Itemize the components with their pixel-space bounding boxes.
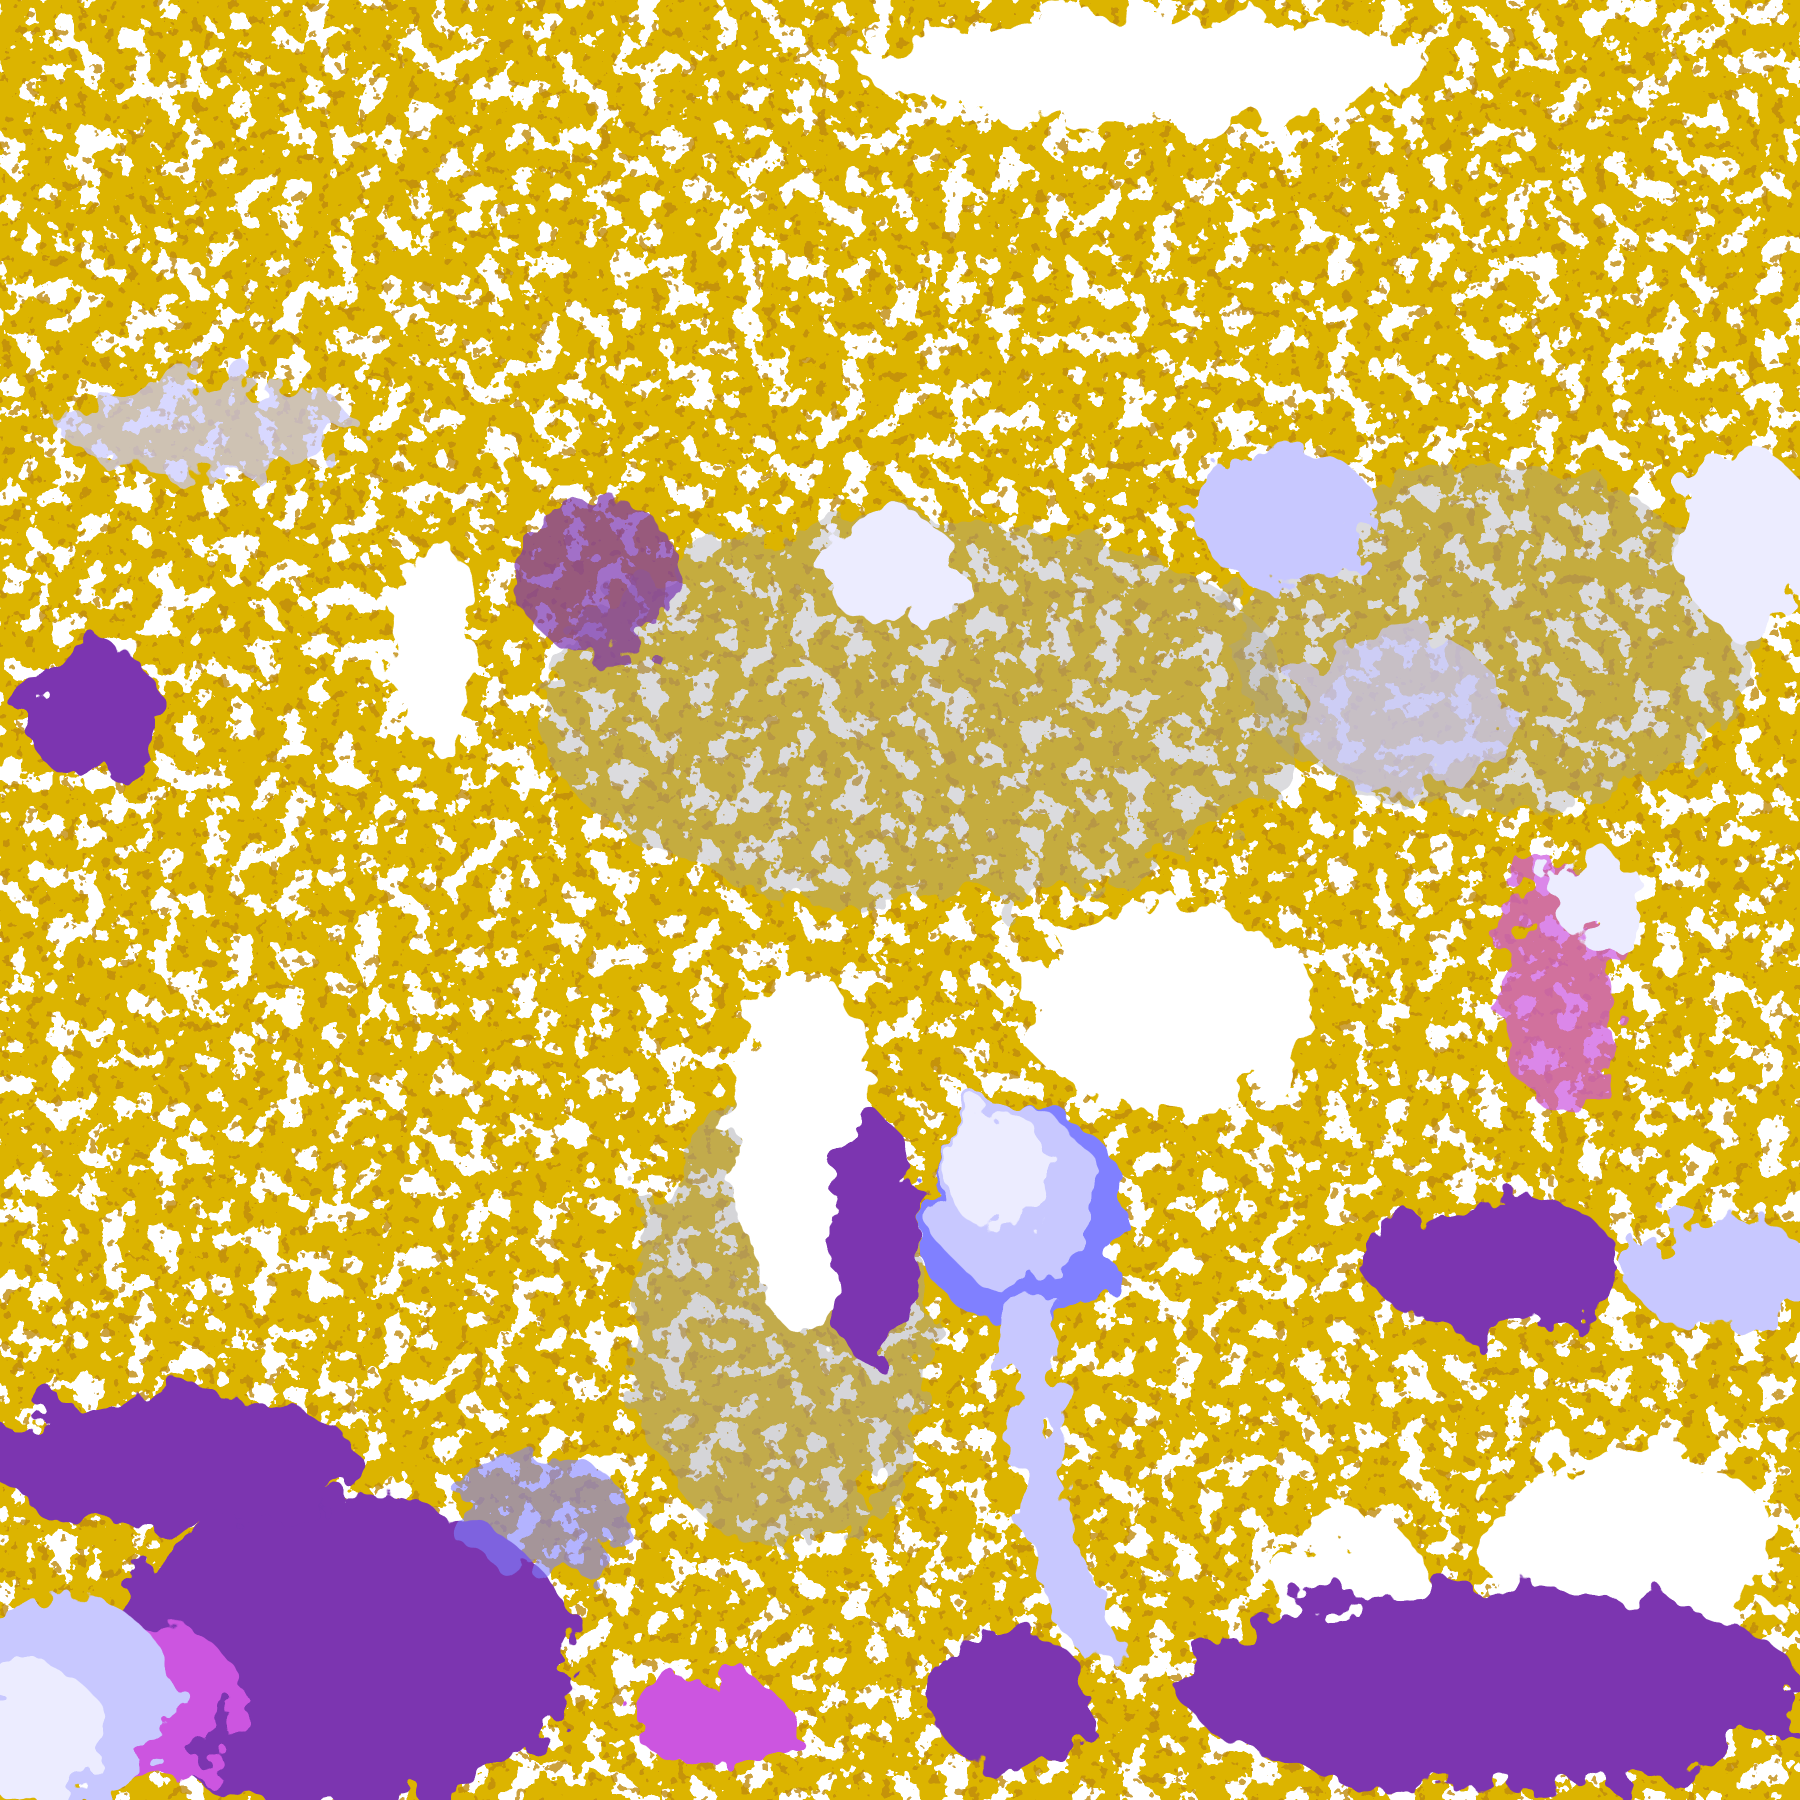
- convective-cloud-tops: [0, 378, 1800, 1800]
- purple-cold-cloud-regions: [0, 493, 1800, 1800]
